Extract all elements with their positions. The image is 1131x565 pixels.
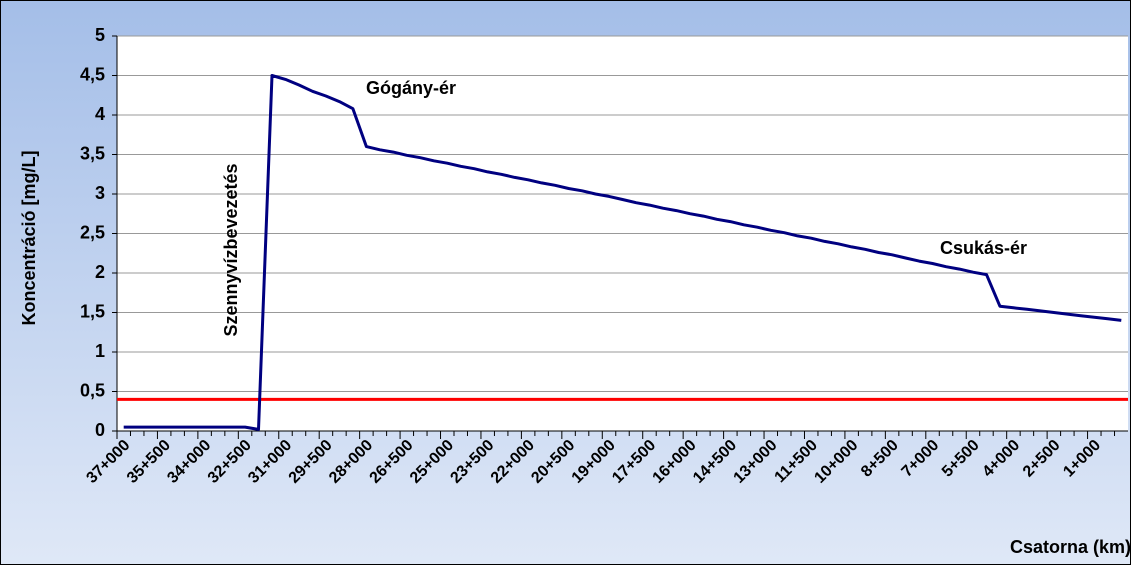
y-tick-label: 1 bbox=[95, 341, 105, 361]
y-axis-title: Koncentráció [mg/L] bbox=[19, 150, 39, 325]
y-tick-label: 2,5 bbox=[80, 222, 105, 242]
y-tick-label: 3,5 bbox=[80, 143, 105, 163]
y-tick-label: 0,5 bbox=[80, 380, 105, 400]
y-tick-label: 2 bbox=[95, 262, 105, 282]
data-line bbox=[123, 74, 1122, 431]
y-tick-label: 0 bbox=[95, 420, 105, 440]
annotation: Csukás-ér bbox=[940, 238, 1027, 258]
y-tick-label: 1,5 bbox=[80, 301, 105, 321]
y-tick-label: 4 bbox=[95, 104, 105, 124]
y-tick-label: 5 bbox=[95, 25, 105, 45]
x-axis-title: Csatorna (km) bbox=[1010, 537, 1131, 557]
annotation: Szennyvízbevezetés bbox=[221, 163, 241, 336]
y-tick-label: 3 bbox=[95, 183, 105, 203]
y-tick-label: 4,5 bbox=[80, 64, 105, 84]
annotation: Gógány-ér bbox=[366, 78, 456, 98]
